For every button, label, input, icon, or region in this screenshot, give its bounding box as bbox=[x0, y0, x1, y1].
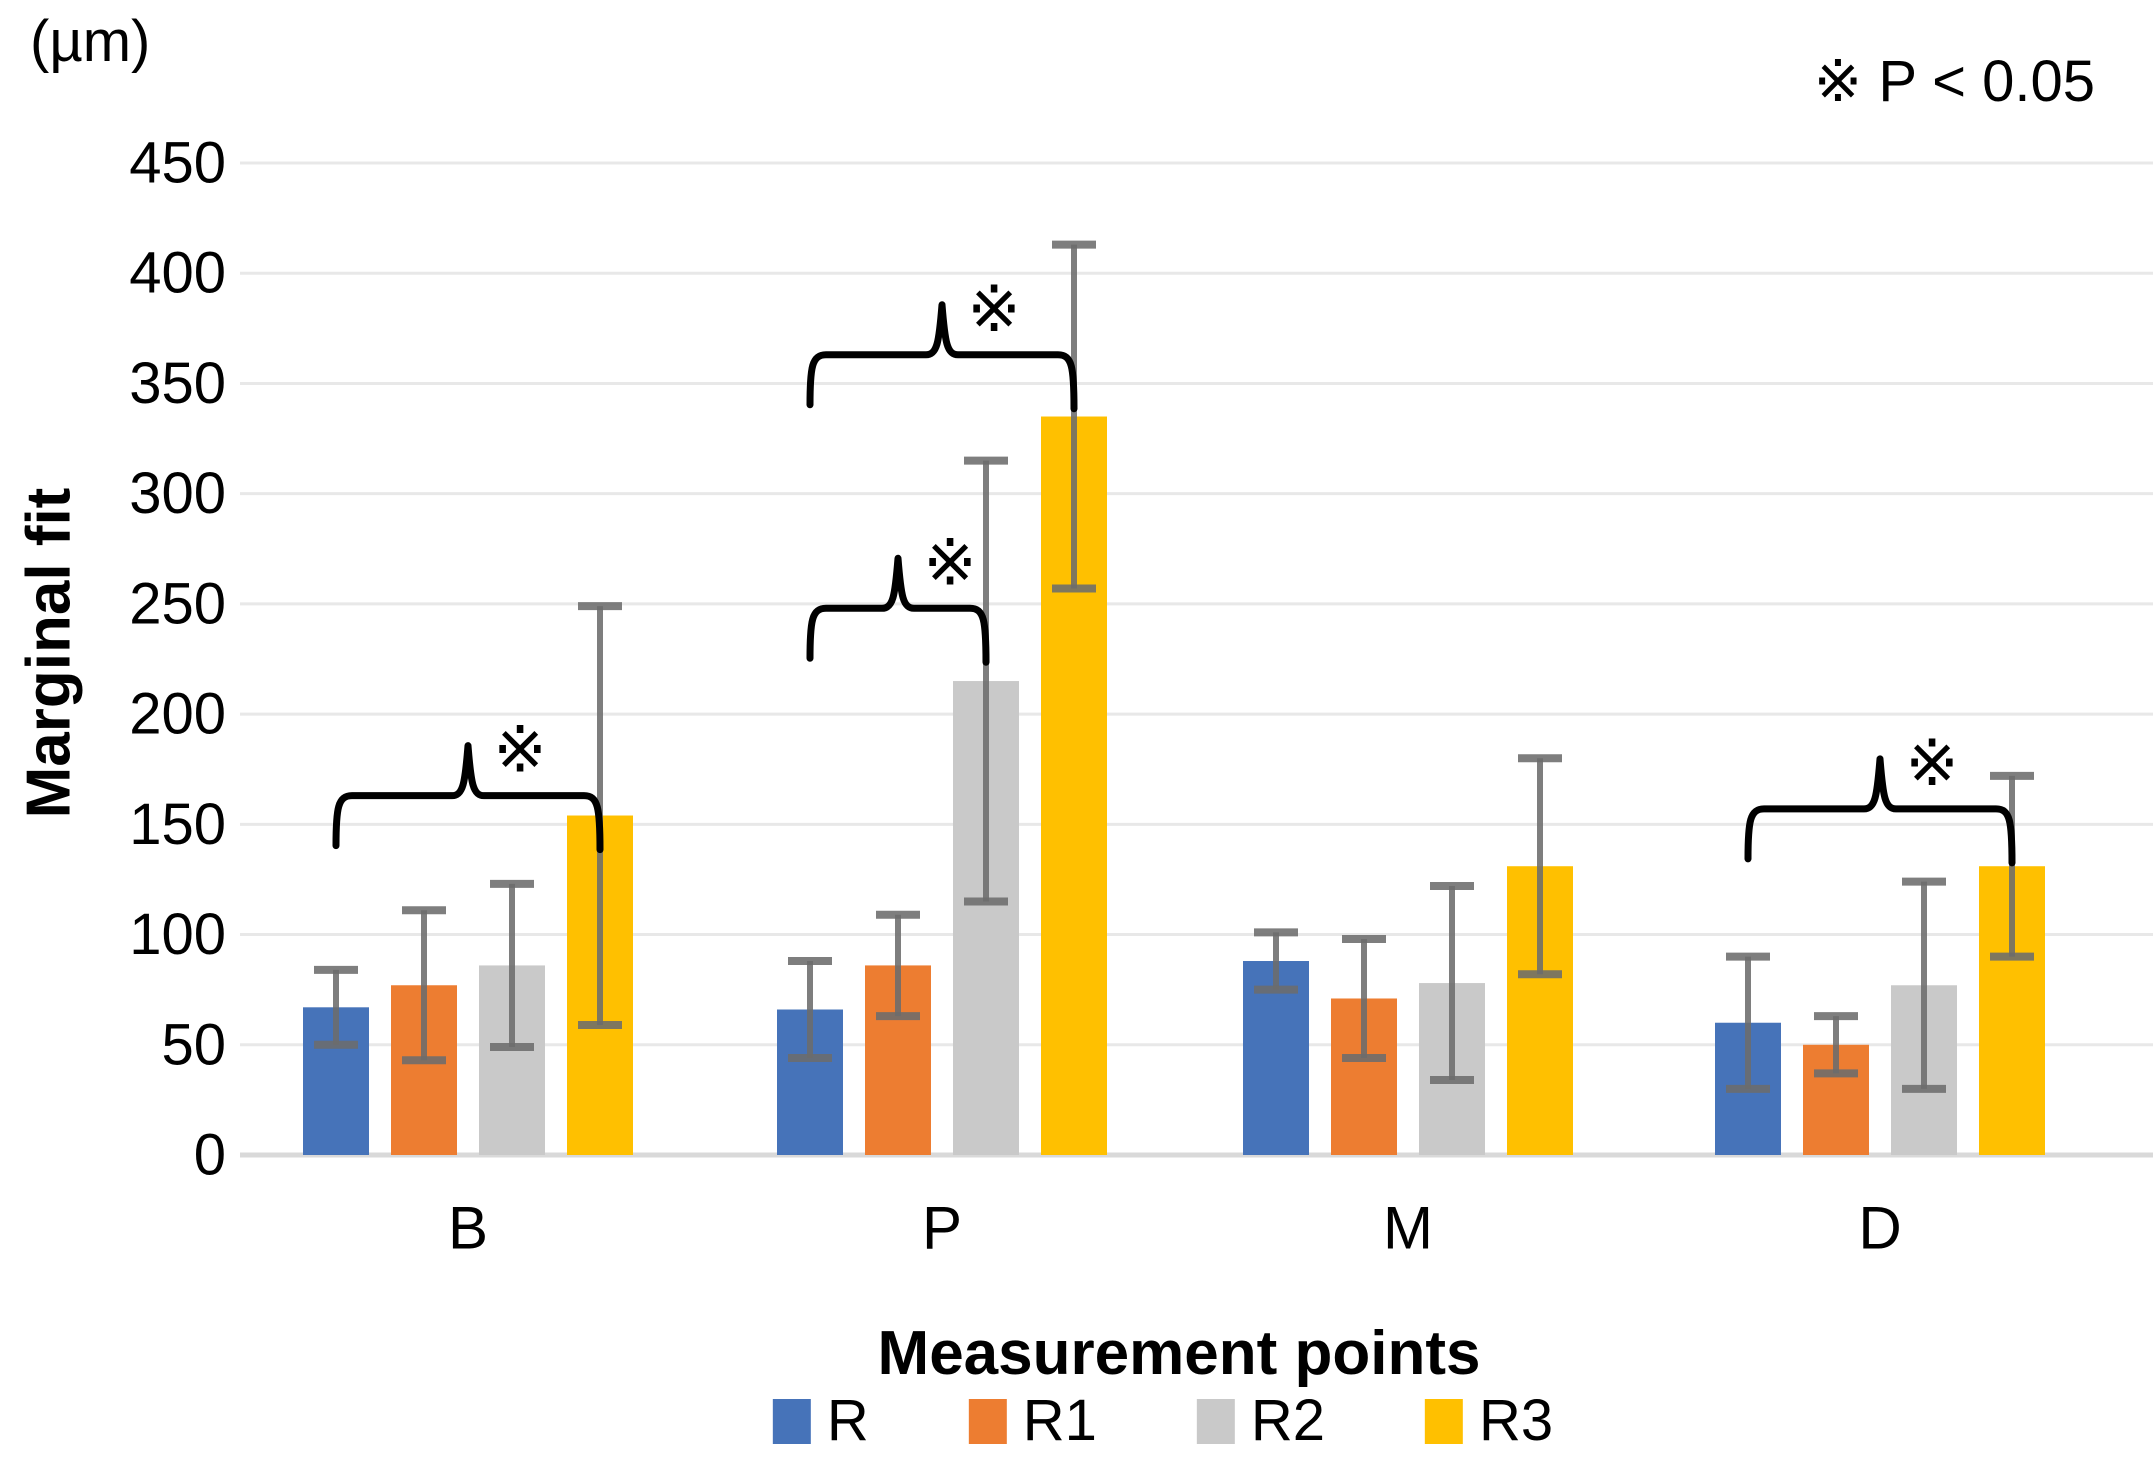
significance-note: ※ P < 0.05 bbox=[1813, 49, 2095, 114]
significance-mark-D-R-R3: ※ bbox=[1905, 727, 1959, 799]
error-bar-M-R3 bbox=[1518, 754, 1562, 979]
y-tick-label-250: 250 bbox=[129, 571, 226, 636]
error-bar-M-R2 bbox=[1430, 882, 1474, 1085]
legend-swatch-r3 bbox=[1425, 1398, 1464, 1444]
error-bar-M-R bbox=[1254, 928, 1298, 994]
y-axis-unit-label: (µm) bbox=[30, 9, 151, 74]
y-tick-label-0: 0 bbox=[194, 1123, 226, 1188]
error-bar-B-R2 bbox=[490, 879, 534, 1051]
error-bar-P-R3 bbox=[1052, 240, 1096, 593]
error-bar-D-R1 bbox=[1814, 1012, 1858, 1078]
y-tick-label-300: 300 bbox=[129, 461, 226, 526]
significance-bracket-P-R-R2 bbox=[806, 554, 990, 666]
error-bar-B-R1 bbox=[402, 906, 446, 1065]
error-bar-P-R2 bbox=[964, 456, 1008, 906]
significance-bracket-B-R-R3 bbox=[332, 742, 604, 854]
significance-mark-B-R-R3: ※ bbox=[493, 714, 547, 786]
legend: R R1 R2 R3 bbox=[772, 1388, 1553, 1453]
legend-label-r3: R3 bbox=[1479, 1388, 1554, 1453]
legend-swatch-r bbox=[772, 1398, 811, 1444]
significance-bracket-D-R-R3 bbox=[1744, 755, 2016, 867]
error-bar-D-R bbox=[1726, 952, 1770, 1093]
y-tick-label-150: 150 bbox=[129, 792, 226, 857]
legend-swatch-r2 bbox=[1196, 1398, 1235, 1444]
y-tick-label-200: 200 bbox=[129, 682, 226, 747]
error-bar-P-R bbox=[788, 957, 832, 1063]
error-bar-B-R bbox=[314, 965, 358, 1049]
error-bar-D-R2 bbox=[1902, 877, 1946, 1093]
y-tick-label-350: 350 bbox=[129, 351, 226, 416]
y-tick-label-100: 100 bbox=[129, 902, 226, 967]
legend-label-r1: R1 bbox=[1022, 1388, 1097, 1453]
x-tick-label-M: M bbox=[1383, 1195, 1433, 1262]
legend-item-r: R bbox=[772, 1388, 869, 1453]
y-tick-label-400: 400 bbox=[129, 241, 226, 306]
significance-mark-P-R-R2: ※ bbox=[923, 526, 977, 598]
x-tick-label-D: D bbox=[1858, 1195, 1901, 1262]
y-tick-label-50: 50 bbox=[161, 1012, 226, 1077]
legend-label-r: R bbox=[826, 1388, 869, 1453]
legend-label-r2: R2 bbox=[1250, 1388, 1326, 1453]
legend-swatch-r1 bbox=[968, 1398, 1007, 1444]
y-tick-label-450: 450 bbox=[129, 131, 226, 196]
legend-item-r3: R3 bbox=[1425, 1392, 1553, 1450]
significance-bracket-P-R-R3 bbox=[806, 301, 1078, 413]
x-tick-label-P: P bbox=[922, 1195, 962, 1262]
error-bar-P-R1 bbox=[876, 910, 920, 1021]
x-axis-title: Measurement points bbox=[877, 1319, 1481, 1388]
legend-item-r2: R2 bbox=[1196, 1388, 1326, 1453]
x-tick-label-B: B bbox=[448, 1195, 488, 1262]
error-bar-M-R1 bbox=[1342, 934, 1386, 1063]
legend-item-r1: R1 bbox=[968, 1388, 1097, 1453]
significance-mark-P-R-R3: ※ bbox=[967, 273, 1021, 345]
